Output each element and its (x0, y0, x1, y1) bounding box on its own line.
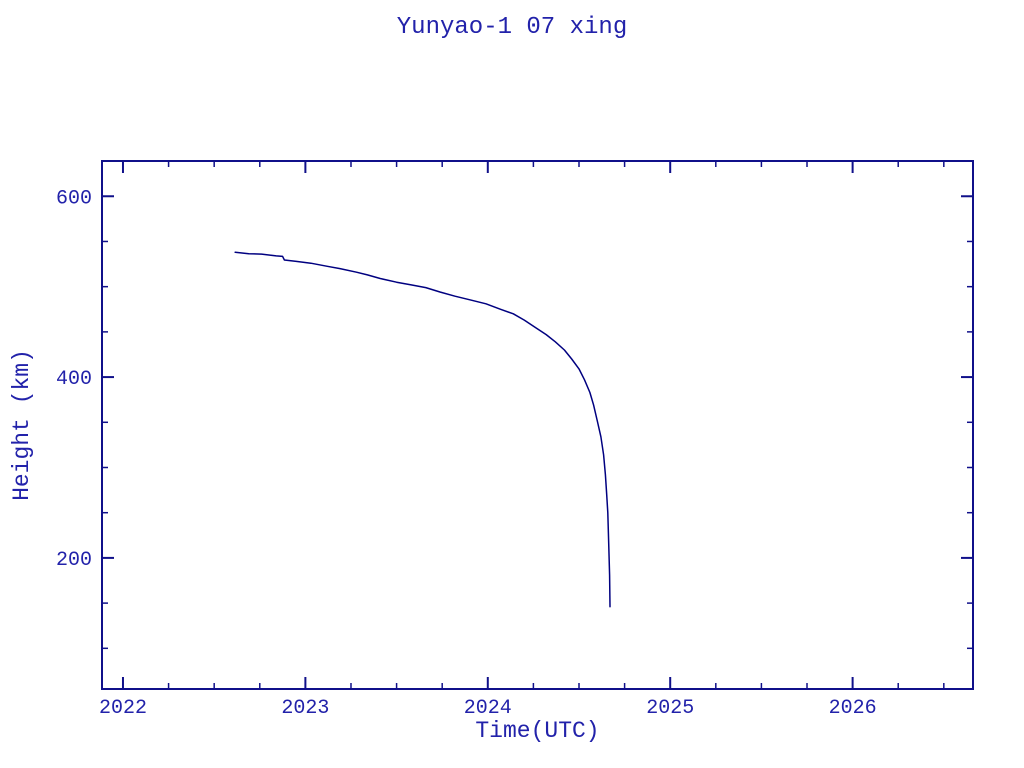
y-tick-label: 400 (56, 368, 92, 391)
x-tick-label: 2024 (464, 697, 512, 720)
x-tick-label: 2026 (829, 697, 877, 720)
x-tick-label: 2022 (99, 697, 147, 720)
y-tick-label: 200 (56, 549, 92, 572)
x-tick-label: 2025 (646, 697, 694, 720)
decay-curve (234, 251, 611, 608)
x-axis-label: Time(UTC) (475, 718, 600, 744)
y-tick-label: 600 (56, 187, 92, 210)
x-tick-label: 2023 (281, 697, 329, 720)
plot-border (101, 160, 974, 690)
chart-title: Yunyao-1 07 xing (396, 14, 628, 41)
